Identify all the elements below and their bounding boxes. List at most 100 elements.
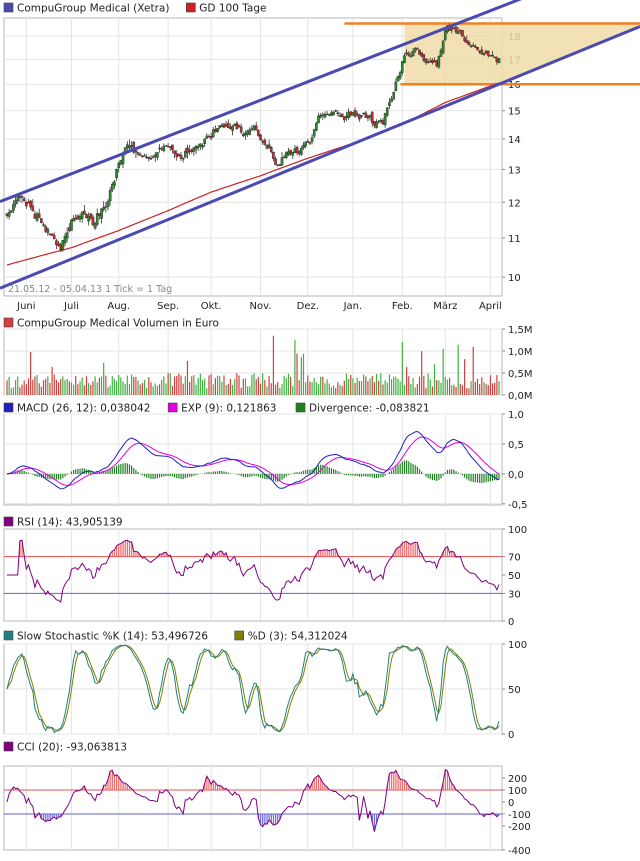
candle-body (262, 141, 264, 142)
candle-body (154, 155, 156, 157)
macd-legend-swatch (296, 403, 305, 412)
x-tick-label: Okt. (201, 301, 222, 312)
price-legend-label: CompuGroup Medical (Xetra) (17, 3, 169, 15)
rsi-overbought-fill (415, 542, 416, 556)
x-tick-label: Jan. (343, 301, 363, 312)
candle-body (431, 60, 433, 63)
candle-body (249, 130, 251, 135)
volume-y-tick-label: 0,5M (508, 369, 533, 380)
candle-body (6, 214, 8, 216)
candle-body (94, 224, 96, 229)
rsi-overbought-fill (327, 550, 328, 557)
candle-body (12, 204, 14, 210)
candle-body (397, 76, 399, 81)
candle-body (401, 61, 403, 72)
candle-body (427, 62, 429, 63)
rsi-legend-swatch (4, 517, 13, 526)
candle-body (163, 146, 165, 151)
candle-body (365, 113, 367, 118)
candle-body (23, 199, 25, 201)
price-y-tick-label: 16 (508, 80, 521, 91)
cci-oversold-fill (275, 814, 276, 824)
candle-body (414, 49, 416, 51)
candle-body (70, 220, 72, 231)
macd-y-tick-label: -0,5 (508, 500, 528, 511)
candle-body (115, 169, 117, 177)
candle-body (472, 45, 474, 46)
candle-body (283, 157, 285, 158)
candle-body (38, 214, 40, 218)
volume-legend-label: CompuGroup Medical Volumen in Euro (17, 318, 219, 330)
candle-body (201, 145, 203, 147)
candle-body (131, 145, 133, 147)
price-legend-swatch (186, 3, 195, 12)
rsi-overbought-fill (397, 547, 398, 556)
candle-body (49, 234, 51, 235)
candle-body (165, 145, 167, 146)
cci-overbought-fill (122, 783, 123, 790)
cci-overbought-fill (114, 776, 115, 790)
candle-body (251, 129, 253, 130)
candle-body (90, 214, 92, 218)
candle-body (55, 241, 57, 245)
rsi-overbought-fill (331, 550, 332, 557)
candle-body (287, 152, 289, 155)
candle-body (36, 214, 38, 221)
candle-body (100, 209, 102, 219)
candle-body (406, 53, 408, 54)
candle-body (399, 73, 401, 78)
rsi-y-tick-label: 30 (508, 589, 521, 600)
macd-legend-label: EXP (9): 0,121863 (181, 403, 276, 415)
candle-body (34, 214, 36, 218)
candle-body (167, 146, 169, 147)
candle-body (128, 146, 130, 148)
x-tick-label: März (433, 301, 457, 312)
cci-overbought-fill (402, 780, 403, 790)
candle-body (40, 219, 42, 223)
candle-body (152, 157, 154, 158)
rsi-overbought-fill (322, 550, 323, 556)
candle-body (328, 115, 330, 116)
rsi-overbought-fill (324, 550, 325, 557)
volume-plot-area (4, 329, 502, 395)
candle-body (337, 113, 339, 114)
candle-body (257, 130, 259, 135)
rsi-y-tick-label: 70 (508, 553, 521, 564)
date-range-note: 21.05.12 - 05.04.13 1 Tick = 1 Tag (8, 284, 172, 295)
volume-y-tick-label: 1,0M (508, 347, 533, 358)
candle-body (309, 142, 311, 143)
rsi-overbought-fill (412, 543, 413, 557)
candle-body (317, 116, 319, 123)
candle-body (356, 114, 358, 115)
stochastic-legend-label: Slow Stochastic %K (14): 53,496726 (17, 631, 208, 643)
rsi-overbought-fill (135, 551, 136, 556)
candle-body (382, 121, 384, 124)
candle-body (178, 154, 180, 156)
cci-overbought-fill (397, 775, 398, 790)
stochastic-y-tick-label: 50 (508, 685, 521, 696)
candle-body (330, 113, 332, 116)
candle-body (182, 158, 184, 159)
candle-body (412, 51, 414, 56)
cci-overbought-fill (391, 772, 392, 790)
candle-body (345, 116, 347, 118)
macd-legend-swatch (4, 403, 13, 412)
candle-body (197, 146, 199, 147)
cci-overbought-fill (318, 775, 319, 790)
candle-body (19, 196, 21, 197)
rsi-overbought-fill (127, 540, 128, 556)
cci-oversold-fill (43, 814, 44, 820)
candle-body (255, 126, 257, 130)
candle-body (395, 82, 397, 91)
candle-body (57, 244, 59, 246)
rsi-overbought-fill (125, 541, 126, 557)
candle-body (81, 212, 83, 219)
candle-body (113, 182, 115, 186)
candle-body (236, 123, 238, 129)
candle-body (380, 120, 382, 121)
candle-body (68, 228, 70, 231)
candle-body (476, 47, 478, 49)
candle-body (464, 38, 466, 41)
candle-body (459, 30, 461, 31)
